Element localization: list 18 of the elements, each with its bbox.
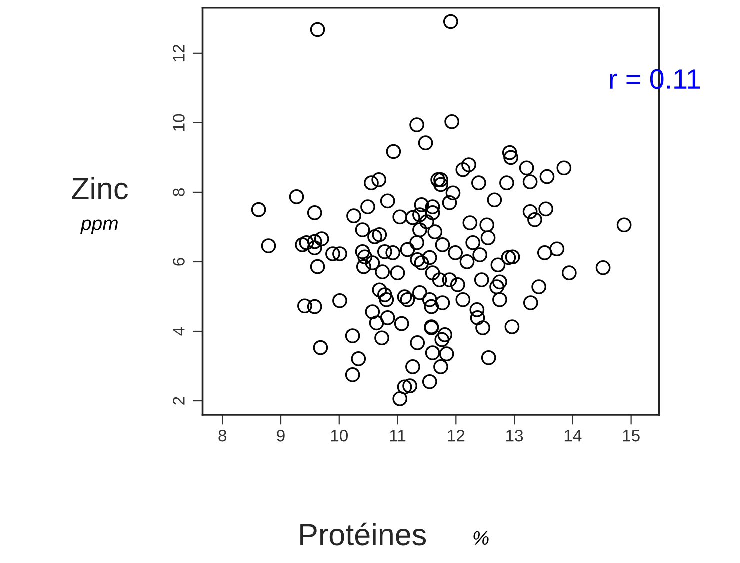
y-tick-label: 12 xyxy=(173,44,185,62)
y-axis-title: Zinc xyxy=(72,177,128,200)
text: ppm xyxy=(80,220,118,234)
x-tick-label: 15 xyxy=(623,430,640,442)
x-tick-label: 11 xyxy=(390,430,406,442)
x-tick-label: 13 xyxy=(506,430,524,442)
y-tick-label: 2 xyxy=(173,397,185,405)
x-tick-label: 14 xyxy=(564,430,582,442)
x-tick-label: 8 xyxy=(218,430,227,442)
y-tick-label: 8 xyxy=(173,188,185,196)
x-tick-label: 10 xyxy=(331,430,348,442)
y-tick-label: 6 xyxy=(173,258,185,266)
x-axis-title: Protéines xyxy=(300,522,426,546)
y-tick-label: 4 xyxy=(173,327,185,336)
x-tick-label: 12 xyxy=(448,430,465,442)
x-tick-label: 9 xyxy=(277,430,285,442)
y-tick-label: 10 xyxy=(173,114,185,131)
text: % xyxy=(474,531,489,546)
